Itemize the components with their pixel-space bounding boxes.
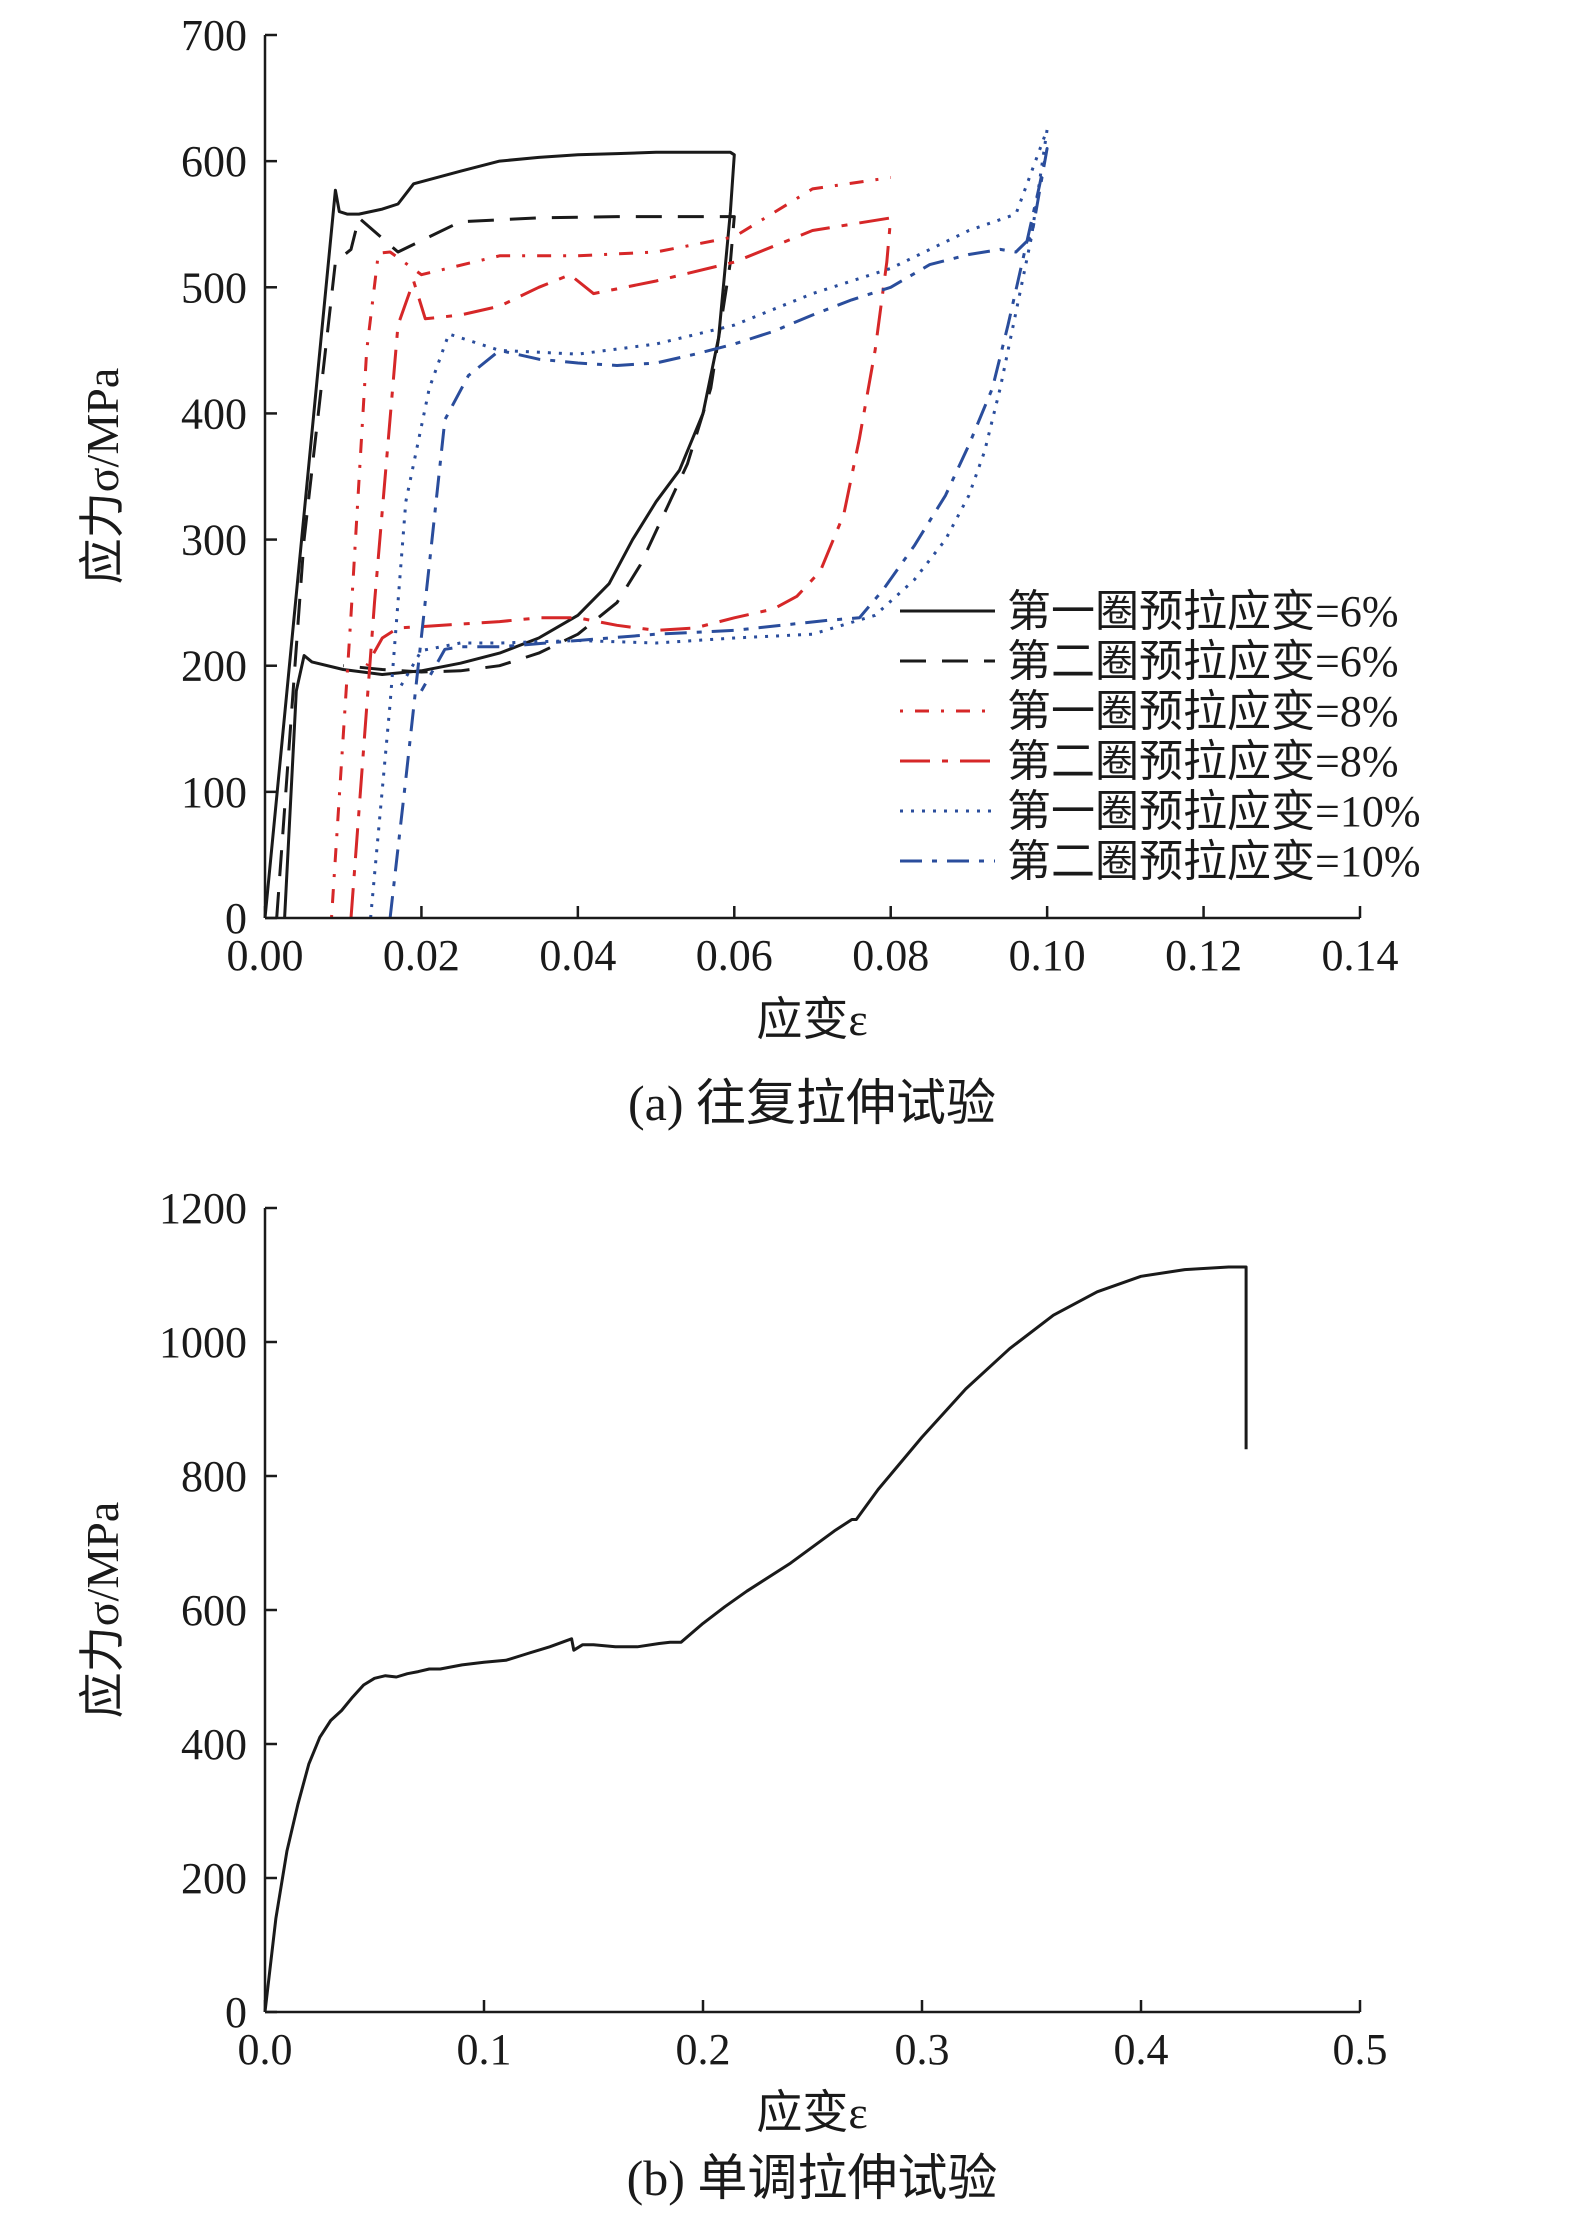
chart-b-y-tick-label: 600 xyxy=(181,1586,247,1635)
chart-a-series-line-2 xyxy=(275,215,736,919)
chart-b-y-tick-label: 1200 xyxy=(159,1184,247,1233)
chart-b-y-tick-label: 1000 xyxy=(159,1318,247,1367)
chart-a-series-line-4 xyxy=(349,216,893,919)
chart-b-x-tick-label: 0.5 xyxy=(1333,2025,1388,2074)
chart-a-ylabel: 应力σ/MPa xyxy=(77,368,128,584)
chart-a-series-line-6 xyxy=(388,147,1049,919)
chart-b-x-tick-label: 0.4 xyxy=(1114,2025,1169,2074)
legend-label-2: 第二圈预拉应变=6% xyxy=(1007,637,1398,686)
chart-b-y-tick-label: 400 xyxy=(181,1720,247,1769)
chart-a-x-tick-label: 0.04 xyxy=(539,931,616,980)
legend-label-5: 第一圈预拉应变=10% xyxy=(1007,787,1420,836)
chart-b-x-tick-label: 0.3 xyxy=(895,2025,950,2074)
chart-a: 0.00 0.02 0.04 0.06 0.08 0.10 0.12 0.14 0 100 200 3… xyxy=(77,11,1420,1131)
chart-a-x-tick-label: 0.10 xyxy=(1009,931,1086,980)
chart-b: 0.0 0.1 0.2 0.3 0.4 0.5020040060080010001200 … xyxy=(77,1184,1388,2206)
legend-label-3: 第一圈预拉应变=8% xyxy=(1007,687,1398,736)
chart-a-x-tick-label: 0.08 xyxy=(852,931,929,980)
chart-b-caption: (b) 单调拉伸试验 xyxy=(627,2150,998,2206)
chart-a-x-tick-label: 0.12 xyxy=(1165,931,1242,980)
chart-a-x-tick-label: 0.02 xyxy=(383,931,460,980)
chart-a-x-tick-label: 0.06 xyxy=(696,931,773,980)
chart-a-legend: 第一圈预拉应变=6%第二圈预拉应变=6%第一圈预拉应变=8%第二圈预拉应变=8%… xyxy=(900,587,1420,886)
chart-a-xlabel: 应变ε xyxy=(756,994,867,1045)
chart-a-y-tick-label: 400 xyxy=(181,389,247,438)
legend-label-1: 第一圈预拉应变=6% xyxy=(1007,587,1398,636)
legend-label-4: 第二圈预拉应变=8% xyxy=(1007,737,1398,786)
chart-a-y-tick-label: 100 xyxy=(181,768,247,817)
chart-a-y-tick-label: 200 xyxy=(181,642,247,691)
chart-a-series-line-3 xyxy=(330,176,891,919)
chart-a-series xyxy=(263,128,1049,919)
chart-a-caption: (a) 往复拉伸试验 xyxy=(628,1075,996,1131)
chart-b-y-tick-label: 200 xyxy=(181,1854,247,1903)
chart-a-y-tick-label: 0 xyxy=(225,894,247,943)
chart-b-y-tick-label: 800 xyxy=(181,1452,247,1501)
chart-a-y-tick-label: 500 xyxy=(181,263,247,312)
chart-a-x-tick-label: 0.14 xyxy=(1322,931,1399,980)
chart-b-x-tick-label: 0.0 xyxy=(238,2025,293,2074)
chart-b-series-line-1 xyxy=(263,1265,1248,2013)
chart-a-y-tick-label: 300 xyxy=(181,516,247,565)
chart-a-series-line-5 xyxy=(369,128,1049,919)
chart-b-x-tick-label: 0.1 xyxy=(457,2025,512,2074)
chart-a-grid-ticks: 0.00 0.02 0.04 0.06 0.08 0.10 0.12 0.14 0 100 200 3… xyxy=(181,11,1399,980)
chart-a-x-tick-label: 0.00 xyxy=(227,931,304,980)
chart-a-y-tick-label: 700 xyxy=(181,11,247,60)
chart-a-y-tick-label: 600 xyxy=(181,137,247,186)
chart-b-x-tick-label: 0.2 xyxy=(676,2025,731,2074)
chart-b-grid-ticks: 0.0 0.1 0.2 0.3 0.4 0.5 0 200 400 600 800 1000 1200 xyxy=(159,1184,1388,2074)
chart-b-ylabel: 应力σ/MPa xyxy=(77,1502,128,1718)
legend-label-6: 第二圈预拉应变=10% xyxy=(1007,837,1420,886)
chart-b-y-tick-label: 0 xyxy=(225,1988,247,2037)
chart-b-series xyxy=(263,1265,1248,2013)
chart-b-xlabel: 应变ε xyxy=(756,2087,867,2138)
